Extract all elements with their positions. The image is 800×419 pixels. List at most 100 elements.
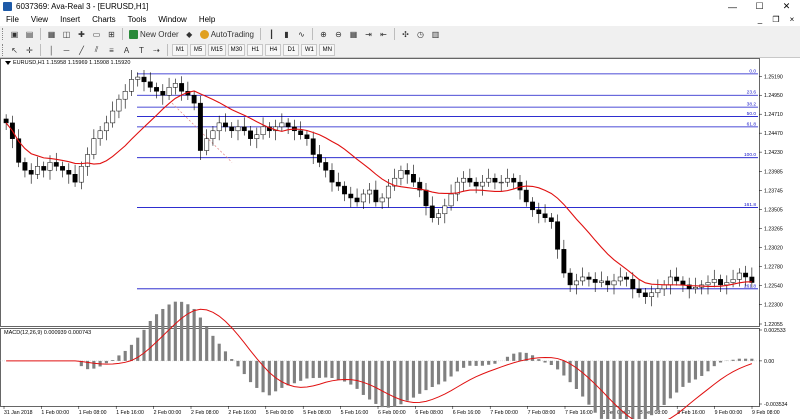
y-tick-label: 1.23985: [764, 169, 783, 175]
timeframe-m1[interactable]: M1: [172, 44, 188, 56]
menu-view[interactable]: View: [30, 15, 49, 24]
templates-icon[interactable]: ▥: [431, 29, 440, 39]
menu-tools[interactable]: Tools: [127, 15, 147, 24]
x-tick-label: 6 Feb 08:00: [415, 410, 443, 416]
vertical-line-icon[interactable]: │: [49, 45, 54, 55]
metaeditor-icon[interactable]: ◆: [186, 29, 193, 39]
close-button[interactable]: ✕: [782, 1, 791, 11]
maximize-button[interactable]: ☐: [755, 1, 764, 11]
cursor-icon[interactable]: ↖: [11, 45, 18, 55]
new-order-label: New Order: [140, 29, 179, 39]
candle-body: [624, 276, 629, 280]
menu-bar: File View Insert Charts Tools Window Hel…: [0, 13, 800, 26]
zoom-out-icon[interactable]: ⊖: [335, 29, 342, 39]
timeframe-h1[interactable]: H1: [247, 44, 264, 56]
zoom-in-icon[interactable]: ⊕: [320, 29, 327, 39]
window-controls: — ☐ ✕: [719, 0, 800, 13]
new-order-button[interactable]: New Order: [127, 28, 181, 41]
candle-body: [323, 162, 329, 171]
timeframe-m5[interactable]: M5: [190, 44, 206, 56]
candle-body: [335, 181, 341, 187]
profiles-icon[interactable]: ▤: [25, 29, 34, 39]
horizontal-line-icon[interactable]: ─: [63, 45, 70, 55]
x-tick-label: 1 Feb 16:00: [116, 410, 144, 416]
mdi-close-button[interactable]: ×: [789, 15, 795, 24]
mdi-restore-button[interactable]: ❐: [772, 15, 780, 24]
candle-body: [411, 174, 416, 183]
x-tick-label: 7 Feb 08:00: [528, 410, 556, 416]
candle-body: [517, 181, 523, 191]
chart-window[interactable]: 1.25190 1.24950 1.24710 1.24470 1.24230 1.239…: [0, 58, 800, 419]
menu-charts[interactable]: Charts: [92, 15, 116, 24]
chart-menu-icon[interactable]: [5, 61, 11, 65]
candle-body: [436, 213, 441, 218]
candle-body: [248, 130, 253, 139]
y-tick-label: 1.22540: [764, 284, 783, 290]
toolbar: ▣ ▤ ▦ ◫ ✚ ▭ ⊞ New Order ◆ AutoTrading ┃ …: [0, 26, 800, 58]
menu-insert[interactable]: Insert: [60, 15, 81, 24]
candle-body: [724, 282, 730, 286]
candle-body: [749, 276, 755, 283]
menu-window[interactable]: Window: [158, 15, 187, 24]
timeframe-mn[interactable]: MN: [319, 44, 336, 56]
line-chart-icon[interactable]: ∿: [298, 29, 305, 39]
minimize-button[interactable]: —: [728, 1, 737, 12]
menu-help[interactable]: Help: [198, 15, 216, 24]
timeframe-h4[interactable]: H4: [265, 44, 282, 56]
trendline-icon[interactable]: ╱: [79, 45, 84, 55]
market-watch-icon[interactable]: ▦: [47, 29, 56, 39]
terminal-icon[interactable]: ▭: [92, 29, 101, 39]
x-tick-label: 5 Feb 00:00: [266, 410, 294, 416]
candle-body: [47, 162, 53, 171]
timeframe-w1[interactable]: W1: [301, 44, 318, 56]
x-tick-label: 2 Feb 00:00: [154, 410, 182, 416]
candle-body: [730, 279, 736, 283]
fibonacci-icon[interactable]: ≡: [109, 45, 114, 55]
indicators-icon[interactable]: ✣: [402, 29, 409, 39]
candle-body: [160, 91, 166, 96]
text-icon[interactable]: A: [123, 45, 130, 55]
autotrading-button[interactable]: AutoTrading: [198, 28, 256, 41]
candle-body: [229, 126, 235, 132]
separator: [167, 44, 168, 56]
x-tick-label: 5 Feb 16:00: [341, 410, 369, 416]
autoscroll-icon[interactable]: ⇥: [365, 29, 372, 39]
candle-body: [317, 154, 322, 163]
fibo-level-label: 61.8: [747, 121, 757, 127]
x-tick-label: 2 Feb 16:00: [228, 410, 256, 416]
candle-body: [523, 189, 529, 203]
candlesticks-icon[interactable]: ▮: [284, 29, 289, 39]
data-window-icon[interactable]: ◫: [62, 29, 71, 39]
candle-body: [573, 280, 579, 286]
arrows-icon[interactable]: ⇢: [153, 45, 160, 55]
timeframe-m30[interactable]: M30: [227, 44, 246, 56]
x-tick-label: 6 Feb 00:00: [378, 410, 406, 416]
candle-body: [172, 83, 178, 88]
navigator-icon[interactable]: ✚: [78, 29, 85, 39]
new-chart-icon[interactable]: ▣: [10, 29, 19, 39]
tile-windows-icon[interactable]: ▦: [349, 29, 358, 39]
candle-body: [116, 98, 122, 112]
candle-body: [467, 177, 473, 183]
chart-header: EURUSD,H1 1.15958 1.15969 1.15908 1.1592…: [5, 60, 130, 66]
x-tick-label: 7 Feb 00:00: [490, 410, 518, 416]
mdi-controls: _ ❐ ×: [752, 13, 800, 26]
timeframe-m15[interactable]: M15: [208, 44, 226, 56]
mdi-minimize-button[interactable]: _: [757, 15, 763, 24]
menu-file[interactable]: File: [6, 15, 19, 24]
candle-body: [617, 276, 623, 282]
periods-icon[interactable]: ◷: [416, 29, 424, 39]
text-label-icon[interactable]: T: [139, 45, 144, 55]
timeframe-d1[interactable]: D1: [283, 44, 300, 56]
candle-body: [711, 279, 717, 283]
bar-chart-icon[interactable]: ┃: [269, 29, 274, 39]
chart-shift-icon[interactable]: ⇤: [380, 29, 387, 39]
equidistant-channel-icon[interactable]: ⫽: [94, 45, 99, 54]
candle-body: [260, 126, 266, 135]
candle-body: [630, 279, 636, 290]
candle-body: [492, 177, 498, 183]
tester-icon[interactable]: ⊞: [108, 29, 115, 39]
crosshair-icon[interactable]: ✛: [26, 45, 33, 55]
candle-body: [398, 170, 404, 179]
price-chart[interactable]: 1.25190 1.24950 1.24710 1.24470 1.24230 1.239…: [0, 58, 800, 419]
